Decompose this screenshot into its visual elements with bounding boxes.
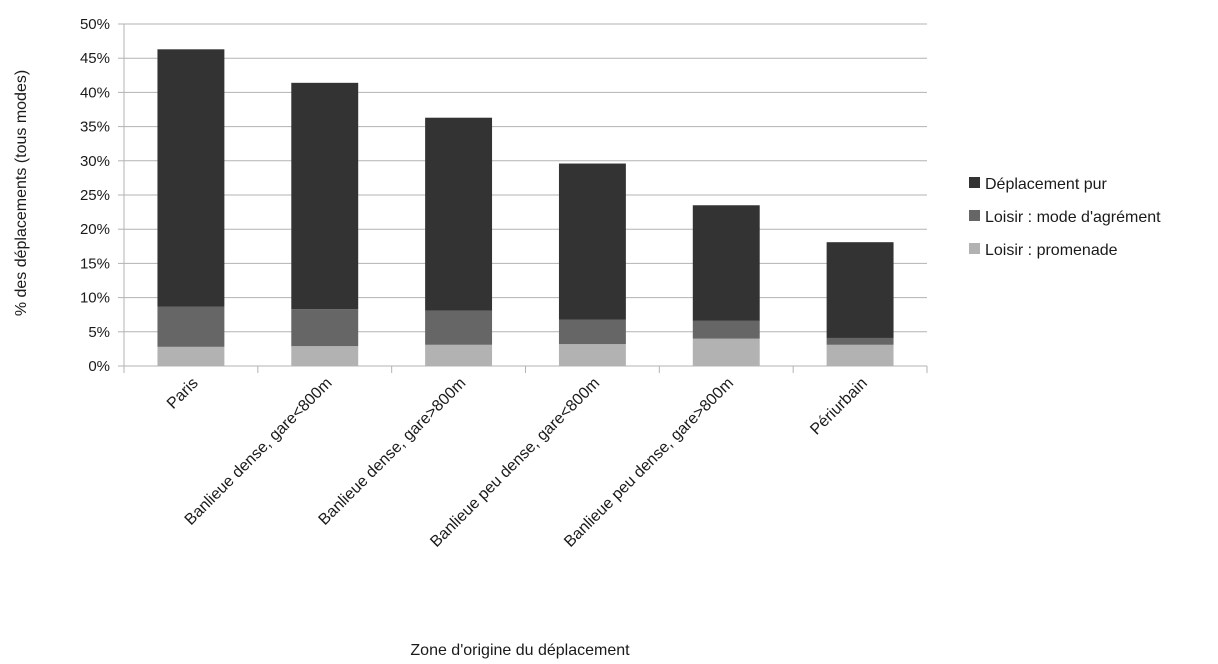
y-tick-label: 10% — [80, 290, 110, 307]
bar-segment-3 — [558, 163, 626, 320]
bar-segment-3 — [692, 205, 760, 321]
x-tick-label: Banlieue dense, gare>800m — [316, 375, 470, 529]
bar-segment-1 — [826, 344, 894, 366]
x-tick-label: Banlieue dense, gare<800m — [182, 375, 336, 529]
y-tick-label: 5% — [88, 324, 110, 341]
legend-swatch — [969, 210, 980, 221]
y-tick-label: 0% — [88, 358, 110, 375]
bar-segment-1 — [425, 344, 493, 366]
bar-segment-2 — [558, 319, 626, 345]
bar-segment-1 — [692, 338, 760, 366]
bar-segment-2 — [291, 309, 359, 347]
y-tick-label: 20% — [80, 221, 110, 238]
bar-segment-1 — [558, 344, 626, 366]
y-tick-label: 25% — [80, 187, 110, 204]
y-tick-label: 35% — [80, 119, 110, 136]
legend-label: Loisir : mode d'agrément — [985, 209, 1161, 226]
bar-segment-3 — [291, 82, 359, 310]
y-tick-label: 15% — [80, 255, 110, 272]
x-axis-title: Zone d'origine du déplacement — [410, 642, 630, 659]
legend: Déplacement pur Loisir : mode d'agrément L… — [969, 176, 1161, 259]
y-tick-labels: 0% 5% 10% 15% 20% 25% 30% 35% 40% 45% 50% — [80, 16, 110, 375]
x-tick-label: Paris — [164, 375, 202, 413]
y-axis-title: % des déplacements (tous modes) — [13, 70, 30, 316]
bar-segment-2 — [826, 337, 894, 345]
x-tick-label: Périurbain — [807, 375, 871, 439]
bar-segment-1 — [157, 346, 225, 366]
legend-swatch — [969, 177, 980, 188]
legend-label: Déplacement pur — [985, 176, 1108, 193]
gridlines — [124, 23, 927, 333]
y-tick-label: 45% — [80, 50, 110, 67]
bar-segment-2 — [692, 320, 760, 339]
legend-swatch — [969, 243, 980, 254]
legend-label: Loisir : promenade — [985, 242, 1118, 259]
y-tick-label: 30% — [80, 153, 110, 170]
axes — [118, 23, 928, 373]
y-tick-label: 40% — [80, 84, 110, 101]
bar-segment-2 — [157, 306, 225, 347]
y-tick-label: 50% — [80, 16, 110, 33]
bar-segment-2 — [425, 310, 493, 345]
bar-segment-3 — [826, 242, 894, 338]
bars — [157, 49, 894, 366]
bar-segment-3 — [157, 49, 225, 307]
bar-segment-3 — [425, 117, 493, 311]
bar-segment-1 — [291, 346, 359, 366]
